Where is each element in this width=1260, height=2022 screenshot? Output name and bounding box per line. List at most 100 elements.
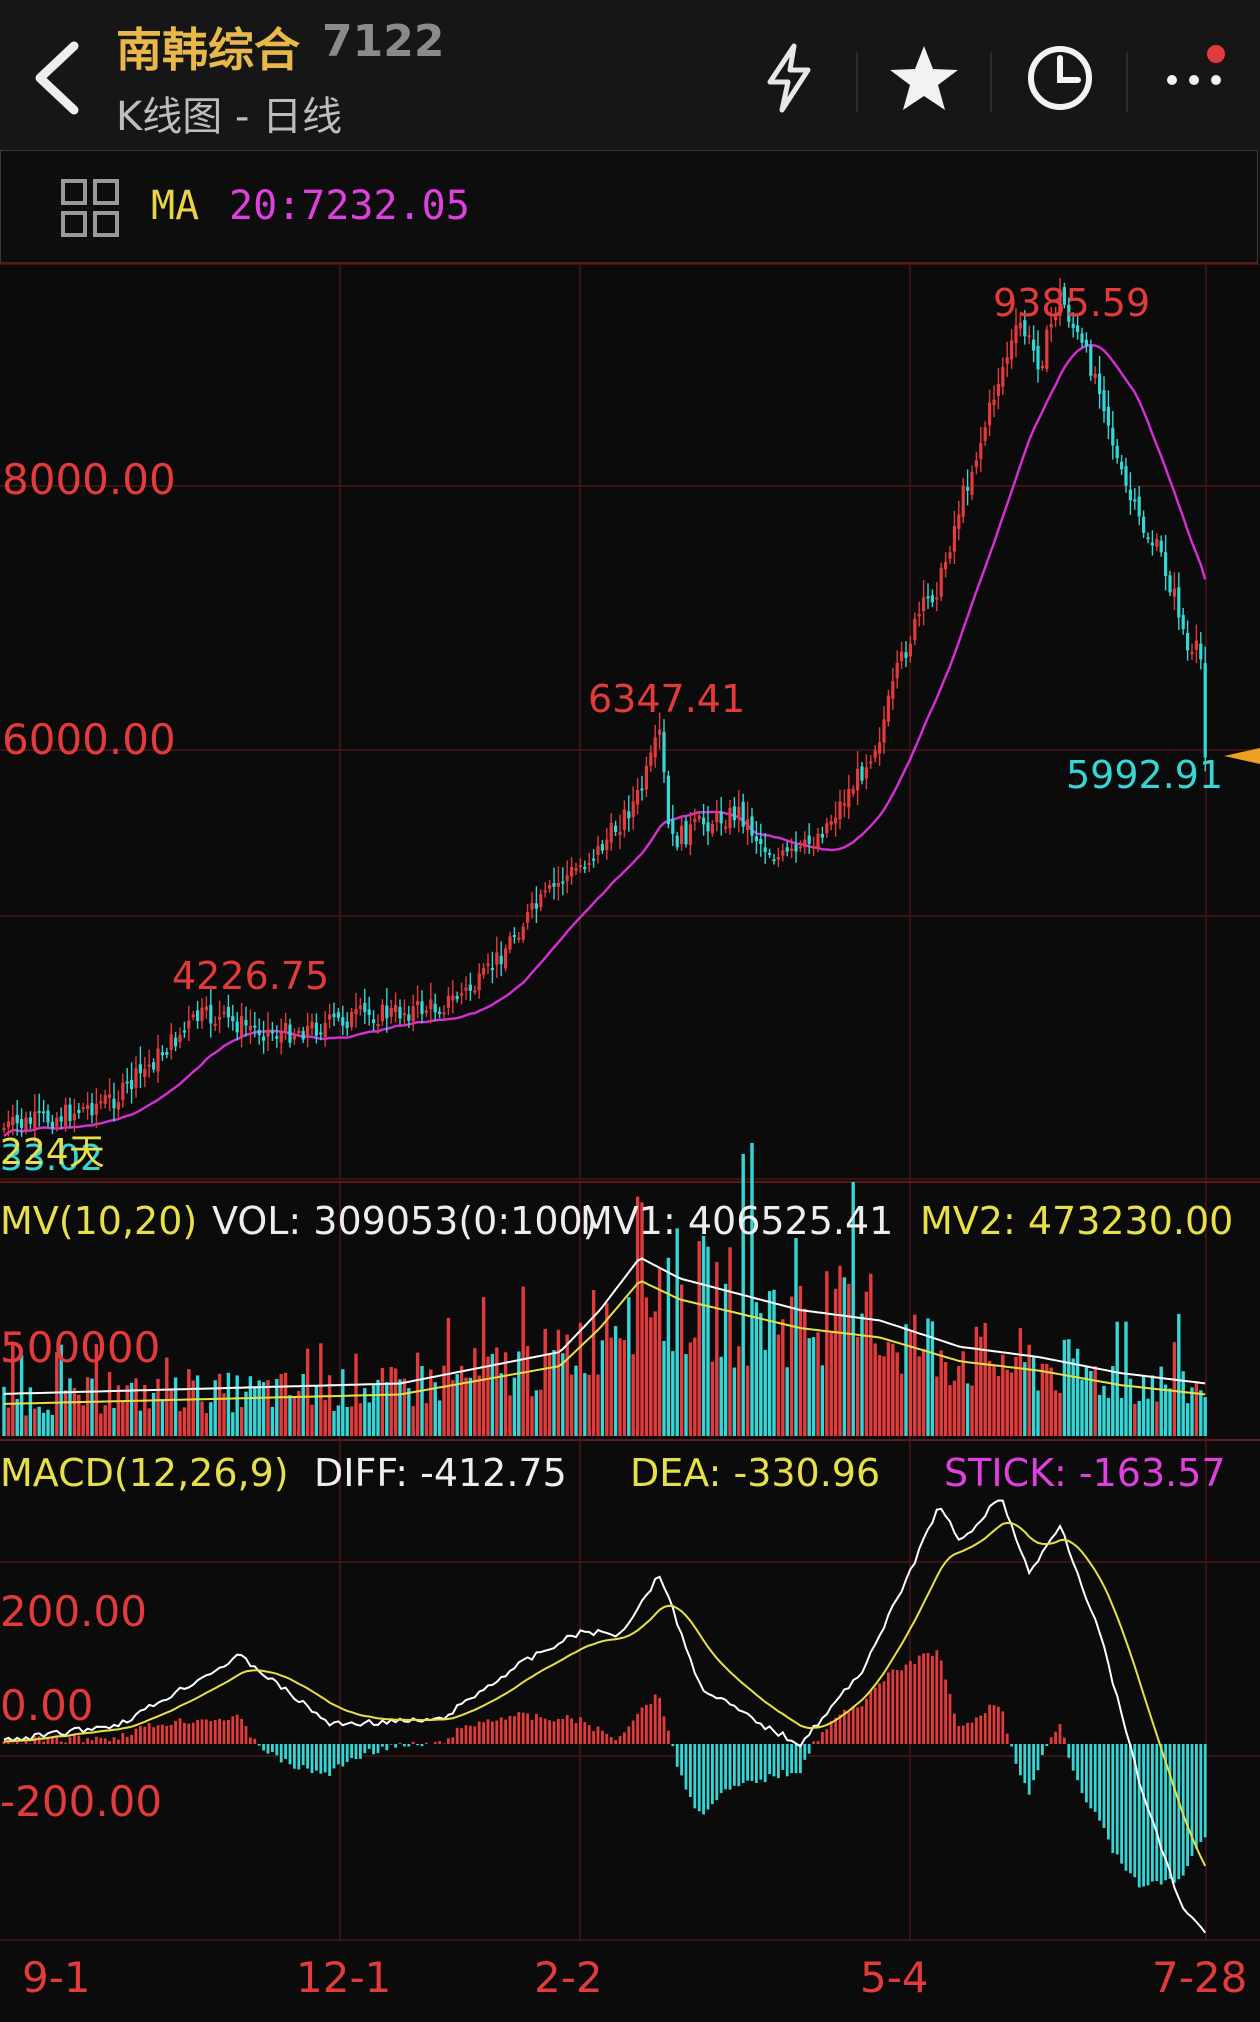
- volume-bar: [1155, 1401, 1159, 1436]
- candle: [112, 1098, 116, 1109]
- macd-stick: [1045, 1744, 1049, 1746]
- candle: [15, 1114, 19, 1124]
- macd-stick: [843, 1709, 846, 1744]
- macd-stick: [834, 1717, 837, 1744]
- volume-bar: [1102, 1385, 1106, 1436]
- macd-stick: [631, 1720, 635, 1744]
- macd-stick: [816, 1741, 820, 1744]
- candle: [653, 737, 657, 758]
- volume-bar: [385, 1382, 389, 1436]
- indicator-grid-icon[interactable]: [61, 179, 119, 237]
- candle: [86, 1104, 90, 1109]
- macd-y-tick: 0.00: [0, 1681, 94, 1730]
- macd-stick: [499, 1717, 503, 1744]
- volume-bar: [305, 1348, 310, 1436]
- candle: [486, 963, 490, 966]
- candle: [90, 1103, 94, 1116]
- macd-stick: [235, 1714, 239, 1744]
- lightning-icon[interactable]: [752, 40, 828, 116]
- macd-stick: [1168, 1744, 1172, 1879]
- volume-bar: [644, 1297, 649, 1436]
- volume-bar: [239, 1407, 244, 1436]
- candle: [895, 662, 899, 679]
- back-arrow-icon[interactable]: [26, 38, 96, 118]
- macd-stick: [504, 1719, 507, 1744]
- macd-stick: [178, 1718, 182, 1744]
- candle: [737, 806, 741, 819]
- candle: [759, 839, 763, 845]
- volume-bar: [860, 1313, 864, 1436]
- macd-stick: [416, 1744, 419, 1746]
- macd-stick: [1093, 1744, 1097, 1812]
- volume-bar: [437, 1400, 442, 1436]
- bottom-left-value: 33.02: [0, 1138, 103, 1179]
- macd-stick: [992, 1705, 996, 1744]
- macd-stick: [451, 1737, 455, 1744]
- candle: [556, 882, 560, 887]
- candle: [292, 1035, 296, 1040]
- macd-stick: [851, 1706, 855, 1744]
- candle: [1062, 287, 1066, 305]
- candle: [1142, 516, 1146, 533]
- volume-bar: [125, 1385, 129, 1436]
- candle: [257, 1029, 261, 1036]
- volume-bar: [468, 1377, 473, 1436]
- candle: [1032, 339, 1036, 351]
- volume-bar: [992, 1365, 996, 1436]
- candle: [583, 867, 587, 870]
- macd-stick: [821, 1732, 824, 1744]
- volume-bar: [1045, 1364, 1049, 1436]
- clock-icon[interactable]: [1022, 40, 1098, 116]
- macd-stick: [737, 1744, 741, 1787]
- volume-bar: [965, 1383, 970, 1436]
- volume-bar: [59, 1344, 63, 1436]
- volume-bar: [204, 1413, 209, 1436]
- volume-bar: [930, 1321, 935, 1436]
- candle: [314, 1022, 318, 1036]
- macd-stick: [997, 1706, 1000, 1744]
- macd-stick: [1177, 1744, 1181, 1880]
- macd-stick: [59, 1741, 63, 1744]
- volume-bar: [763, 1349, 767, 1436]
- macd-stick: [508, 1715, 512, 1744]
- kline-chart[interactable]: 8000.00 6000.00 9385.59 6347.41 4226.75 …: [0, 264, 1260, 2022]
- volume-bar: [583, 1373, 587, 1436]
- macd-stick: [209, 1720, 213, 1744]
- candle: [468, 984, 472, 991]
- macd-stick: [134, 1728, 138, 1744]
- macd-stick: [609, 1737, 613, 1744]
- macd-stick: [279, 1744, 283, 1763]
- volume-bar: [253, 1386, 257, 1436]
- volume-bar: [297, 1390, 301, 1436]
- volume-bar: [292, 1396, 297, 1436]
- volume-bar: [745, 1365, 750, 1436]
- macd-stick: [130, 1734, 133, 1744]
- volume-bar: [825, 1271, 829, 1436]
- volume-bar: [1133, 1403, 1137, 1436]
- candle: [1014, 325, 1018, 344]
- candle: [1133, 499, 1137, 502]
- candle: [878, 742, 882, 754]
- volume-bar: [952, 1380, 957, 1436]
- candle: [358, 1005, 362, 1010]
- volume-bar: [213, 1380, 217, 1436]
- candle: [336, 1012, 340, 1018]
- more-icon[interactable]: [1160, 40, 1236, 116]
- volume-bar: [917, 1356, 921, 1436]
- macd-stick: [913, 1663, 917, 1744]
- candle: [1128, 489, 1132, 501]
- volume-bar: [556, 1329, 561, 1436]
- volume-bar: [697, 1241, 701, 1436]
- star-icon[interactable]: [886, 40, 962, 116]
- candle: [697, 815, 701, 820]
- candle: [983, 427, 987, 441]
- candle: [798, 846, 802, 849]
- index-title: 南韩综合: [116, 23, 300, 77]
- macd-stick: [1129, 1744, 1132, 1874]
- macd-stick: [73, 1735, 76, 1744]
- macd-stick: [1014, 1744, 1018, 1764]
- dea-line: [3, 1521, 1207, 1867]
- ma-label: MA: [151, 183, 200, 229]
- volume-bar: [442, 1365, 446, 1436]
- candle: [966, 486, 970, 491]
